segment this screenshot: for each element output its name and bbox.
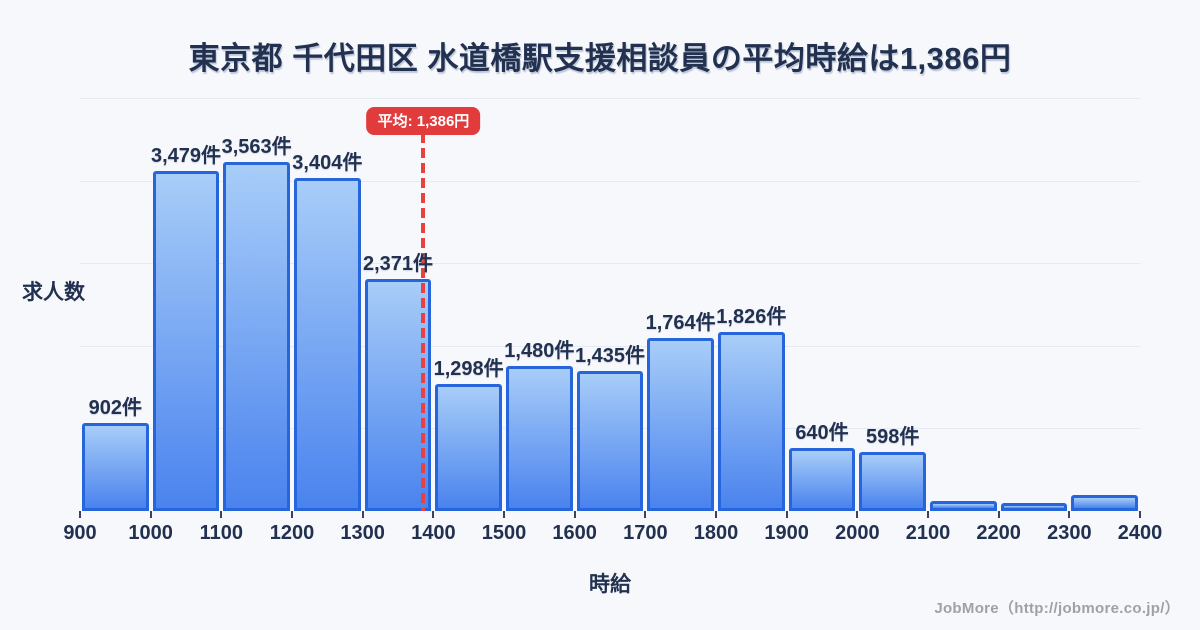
bar-value-label: 1,298件: [433, 357, 504, 380]
histogram-bar: [718, 332, 785, 511]
histogram-bar: [435, 383, 502, 511]
gridline: [80, 180, 1140, 182]
x-tick: [1139, 511, 1141, 518]
x-tick: [856, 511, 859, 518]
histogram-bar: [152, 170, 220, 511]
bar-value-label: 2,371件: [362, 252, 434, 275]
x-tick-label: 1800: [693, 522, 739, 544]
y-axis-label: 求人数: [22, 281, 85, 304]
x-tick-label: 1600: [552, 522, 597, 544]
x-tick: [573, 511, 576, 518]
histogram-bar: [576, 370, 644, 511]
histogram-bar: [647, 338, 714, 511]
x-axis-label: 時給: [589, 573, 631, 596]
x-tick-label: 1300: [340, 522, 385, 544]
x-tick-label: 2300: [1047, 522, 1092, 544]
bar-value-label: 902件: [88, 396, 143, 419]
x-tick: [785, 511, 788, 518]
x-tick-label: 900: [63, 522, 97, 544]
x-tick: [1068, 511, 1071, 518]
histogram-bar: [1000, 503, 1068, 511]
x-tick: [220, 511, 223, 518]
plot-area: 902件 3,479件 3,563件 3,404件 2,371件 1,298件 1,480件…: [63, 98, 1162, 544]
chart-title: 東京都 千代田区 水道橋駅支援相談員の平均時給は1,386円: [188, 41, 1012, 76]
gridline: [80, 345, 1140, 347]
bar-value-label: 1,764件: [645, 312, 716, 335]
bar-value-label: 3,404件: [292, 151, 363, 174]
histogram-bar: [364, 278, 432, 511]
histogram-bar: [788, 448, 856, 511]
histogram-bar: [82, 422, 149, 511]
histogram-bar: [223, 162, 290, 511]
bar-value-label: 1,826件: [716, 306, 787, 329]
gridline: [80, 263, 1140, 265]
gridline: [80, 98, 1140, 99]
footer-credit: JobMore（http://jobmore.co.jp/）: [934, 600, 1180, 617]
histogram-bar: [506, 366, 573, 511]
x-tick: [149, 511, 152, 518]
x-tick-label: 1100: [199, 522, 244, 544]
x-tick-label: 1200: [269, 522, 315, 544]
x-tick: [644, 511, 647, 518]
bar-value-label: 3,479件: [150, 144, 222, 167]
x-tick: [79, 511, 81, 518]
x-tick: [997, 511, 1000, 518]
x-tick-label: 1700: [623, 522, 668, 544]
average-line: [421, 133, 426, 511]
x-tick: [715, 511, 717, 518]
histogram-bar: [859, 452, 926, 511]
histogram-bar: [930, 501, 997, 511]
x-tick-label: 1500: [481, 522, 527, 544]
x-tick-label: 2400: [1117, 522, 1163, 544]
x-tick-label: 1000: [128, 522, 173, 544]
bar-value-label: 3,563件: [221, 136, 292, 159]
x-tick-label: 2200: [976, 522, 1021, 544]
x-tick-label: 2000: [835, 522, 880, 544]
x-tick-label: 2100: [905, 522, 951, 544]
x-tick: [291, 511, 293, 518]
bar-value-label: 1,435件: [574, 344, 646, 367]
bar-value-label: 1,480件: [504, 340, 575, 363]
bar-value-label: 640件: [795, 422, 849, 445]
x-tick: [927, 511, 929, 518]
average-badge: 平均: 1,386円: [366, 107, 481, 135]
x-tick-label: 1400: [411, 522, 456, 544]
histogram-bar: [1071, 495, 1138, 511]
x-tick: [432, 511, 435, 518]
histogram-bar: [294, 177, 361, 511]
x-tick: [503, 511, 505, 518]
bar-value-label: 598件: [865, 426, 920, 449]
x-tick: [361, 511, 364, 518]
x-tick-label: 1900: [764, 522, 809, 544]
